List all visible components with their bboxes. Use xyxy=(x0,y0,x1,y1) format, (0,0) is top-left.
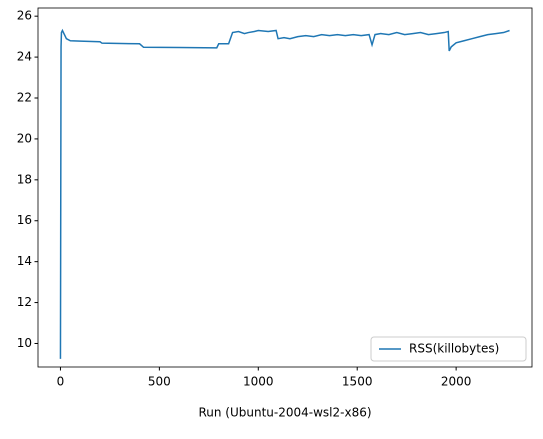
x-tick-label: 2000 xyxy=(441,375,472,389)
x-tick-label: 1500 xyxy=(342,375,373,389)
y-tick-label: 24 xyxy=(17,50,32,64)
x-tick-label: 0 xyxy=(57,375,65,389)
legend-label: RSS(killobytes) xyxy=(409,342,499,356)
y-tick-label: 26 xyxy=(17,9,32,23)
y-tick-label: 14 xyxy=(17,254,32,268)
x-tick-label: 500 xyxy=(148,375,171,389)
line xyxy=(59,28,510,359)
y-tick-label: 12 xyxy=(17,295,32,309)
y-tick-label: 20 xyxy=(17,131,32,145)
x-tick-label: 1000 xyxy=(243,375,274,389)
y-tick-label: 10 xyxy=(17,336,32,350)
y-tick-label: 22 xyxy=(17,91,32,105)
y-tick-label: 16 xyxy=(17,213,32,227)
axes-frame xyxy=(37,7,533,368)
legend-box xyxy=(370,336,527,362)
x-axis-label: Run (Ubuntu-2004-wsl2-x86) xyxy=(198,406,371,420)
y-tick-label: 18 xyxy=(17,172,32,186)
